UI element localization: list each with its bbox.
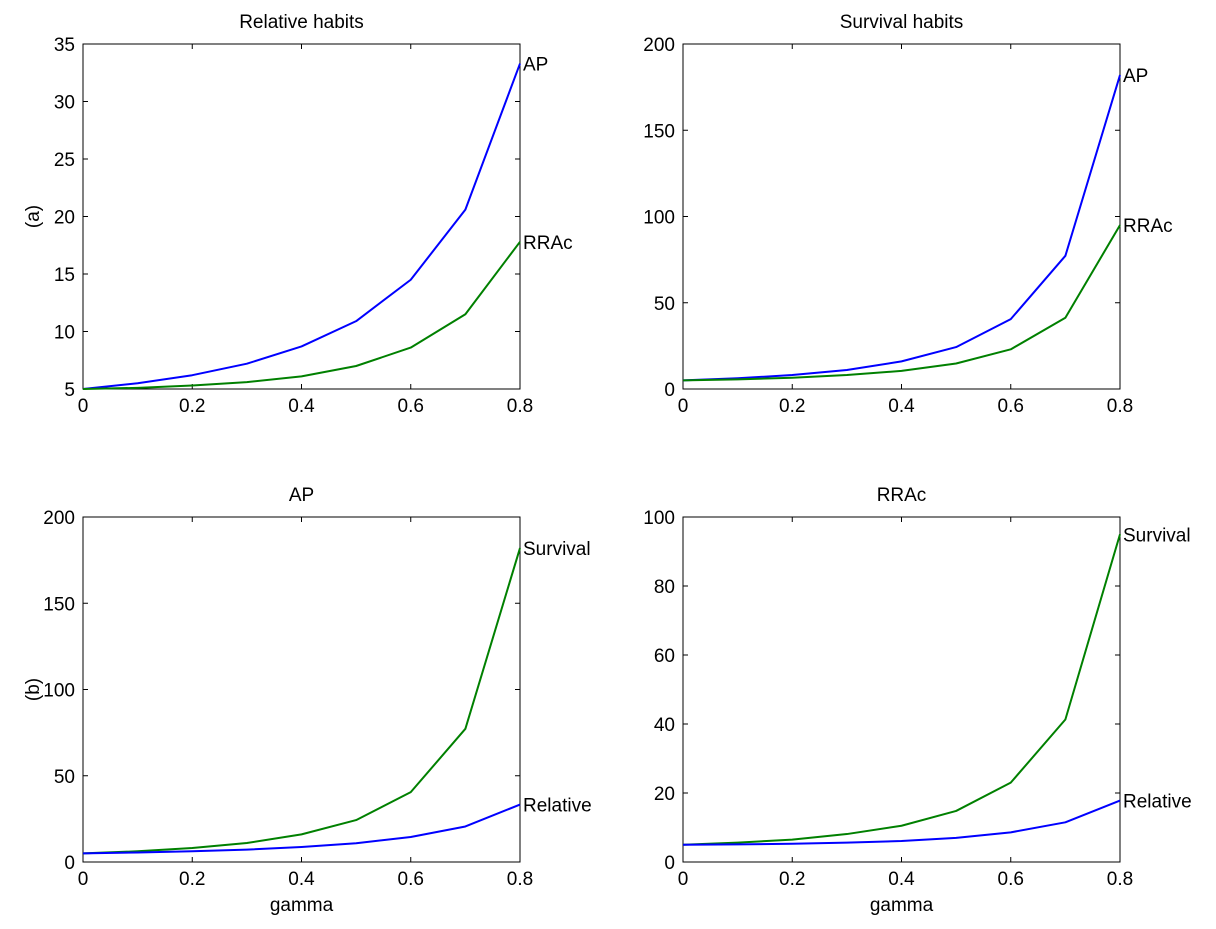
y-tick-label: 150 xyxy=(643,121,675,142)
panel-title: Survival habits xyxy=(840,12,964,33)
x-tick-label: 0.2 xyxy=(779,869,805,890)
y-tick-label: 30 xyxy=(54,93,75,114)
y-tick-label: 40 xyxy=(654,715,675,736)
panel-ap: AP (b) gamma 0 50 100 150 200 0 0.2 0.4 … xyxy=(23,485,592,916)
axes-frame xyxy=(682,43,1121,390)
y-tick-label: 20 xyxy=(54,208,75,229)
series-lines xyxy=(682,74,1121,382)
x-tick-label: 0 xyxy=(678,396,689,417)
series-line xyxy=(82,803,521,855)
tick-marks xyxy=(682,43,1121,390)
panel-title: RRAc xyxy=(877,485,927,506)
panel-title: Relative habits xyxy=(239,12,364,33)
x-tick-label: 0.6 xyxy=(398,396,424,417)
x-tick-label: 0.8 xyxy=(507,396,533,417)
x-tick-label: 0.8 xyxy=(507,869,533,890)
x-tick-label: 0.8 xyxy=(1107,396,1133,417)
y-tick-label: 50 xyxy=(654,294,675,315)
x-tick-labels: 0 0.2 0.4 0.6 0.8 xyxy=(78,869,534,890)
series-end-labels: Survival Relative xyxy=(523,539,592,817)
series-end-label: Relative xyxy=(1123,792,1192,813)
y-tick-label: 100 xyxy=(643,508,675,529)
x-tick-label: 0.4 xyxy=(888,869,915,890)
x-tick-label: 0.2 xyxy=(179,396,205,417)
series-line xyxy=(82,241,521,390)
x-tick-label: 0.8 xyxy=(1107,869,1133,890)
y-tick-label: 150 xyxy=(43,594,75,615)
series-end-label: AP xyxy=(1123,66,1148,87)
x-tick-label: 0.6 xyxy=(998,396,1024,417)
tick-marks xyxy=(82,516,521,863)
series-end-label: Survival xyxy=(523,539,591,560)
axes-frame xyxy=(82,43,521,390)
series-line xyxy=(82,63,521,390)
series-lines xyxy=(82,547,521,855)
y-tick-label: 100 xyxy=(43,681,75,702)
series-line xyxy=(682,799,1121,846)
y-tick-label: 200 xyxy=(643,35,675,56)
y-tick-label: 15 xyxy=(54,265,75,286)
x-tick-label: 0.4 xyxy=(288,869,315,890)
panel-rrac: RRAc gamma 0 20 40 60 80 100 0 0.2 0.4 0… xyxy=(643,485,1191,916)
series-line xyxy=(82,547,521,855)
series-line xyxy=(682,533,1121,846)
series-lines xyxy=(82,63,521,390)
x-axis-label: gamma xyxy=(270,895,334,916)
y-tick-label: 10 xyxy=(54,323,75,344)
row-label: (a) xyxy=(23,205,44,228)
y-tick-label: 35 xyxy=(54,35,75,56)
series-line xyxy=(682,224,1121,382)
axes-frame xyxy=(682,516,1121,863)
series-end-label: RRAc xyxy=(523,233,573,254)
series-end-labels: AP RRAc xyxy=(523,55,573,254)
panel-relative-habits: Relative habits (a) 5 10 15 20 25 30 35 … xyxy=(23,12,573,417)
series-end-label: Survival xyxy=(1123,525,1191,546)
y-tick-label: 80 xyxy=(654,577,675,598)
x-tick-label: 0.2 xyxy=(779,396,805,417)
y-tick-label: 20 xyxy=(654,784,675,805)
series-end-labels: AP RRAc xyxy=(1123,66,1173,237)
y-tick-label: 5 xyxy=(64,380,75,401)
series-end-label: AP xyxy=(523,55,548,76)
x-tick-label: 0.6 xyxy=(998,869,1024,890)
x-tick-label: 0.4 xyxy=(888,396,915,417)
y-tick-label: 60 xyxy=(654,646,675,667)
x-tick-labels: 0 0.2 0.4 0.6 0.8 xyxy=(678,396,1134,417)
y-tick-labels: 5 10 15 20 25 30 35 xyxy=(54,35,75,401)
axes-frame xyxy=(82,516,521,863)
y-tick-labels: 0 50 100 150 200 xyxy=(643,35,675,401)
x-tick-labels: 0 0.2 0.4 0.6 0.8 xyxy=(78,396,534,417)
series-end-label: RRAc xyxy=(1123,216,1173,237)
y-tick-label: 0 xyxy=(64,853,75,874)
series-lines xyxy=(682,533,1121,846)
panel-title: AP xyxy=(289,485,314,506)
y-tick-label: 0 xyxy=(664,380,675,401)
x-tick-label: 0 xyxy=(78,869,89,890)
y-tick-labels: 0 20 40 60 80 100 xyxy=(643,508,675,874)
panel-survival-habits: Survival habits 0 50 100 150 200 0 0.2 0… xyxy=(643,12,1172,417)
y-tick-label: 25 xyxy=(54,150,75,171)
series-end-label: Relative xyxy=(523,796,592,817)
x-tick-label: 0 xyxy=(678,869,689,890)
x-tick-label: 0 xyxy=(78,396,89,417)
y-tick-label: 200 xyxy=(43,508,75,529)
x-tick-label: 0.4 xyxy=(288,396,315,417)
y-tick-label: 0 xyxy=(664,853,675,874)
row-label: (b) xyxy=(23,678,44,701)
x-tick-labels: 0 0.2 0.4 0.6 0.8 xyxy=(678,869,1134,890)
y-tick-label: 100 xyxy=(643,208,675,229)
x-axis-label: gamma xyxy=(870,895,934,916)
y-tick-label: 50 xyxy=(54,767,75,788)
x-tick-label: 0.2 xyxy=(179,869,205,890)
tick-marks xyxy=(82,43,521,390)
x-tick-label: 0.6 xyxy=(398,869,424,890)
tick-marks xyxy=(682,516,1121,863)
y-tick-labels: 0 50 100 150 200 xyxy=(43,508,75,874)
series-end-labels: Survival Relative xyxy=(1123,525,1192,812)
series-line xyxy=(682,74,1121,382)
